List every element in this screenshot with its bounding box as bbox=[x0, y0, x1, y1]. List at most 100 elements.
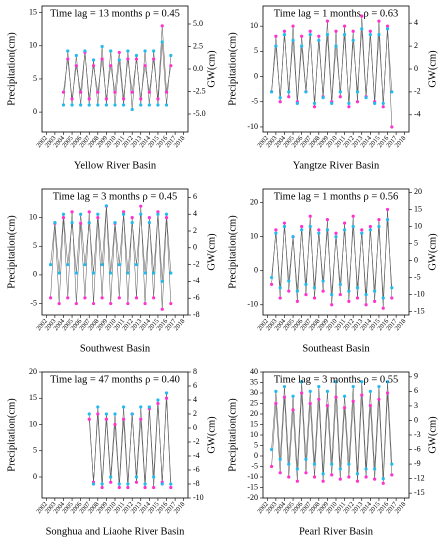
data-point bbox=[113, 221, 117, 225]
data-point bbox=[121, 417, 126, 421]
y-tick-label: 5 bbox=[33, 74, 37, 83]
data-point bbox=[355, 100, 360, 104]
data-point bbox=[74, 64, 78, 68]
data-point bbox=[385, 380, 390, 384]
data-point bbox=[269, 447, 274, 452]
data-point bbox=[308, 214, 312, 218]
data-point bbox=[169, 64, 173, 68]
data-point bbox=[96, 216, 100, 220]
data-point bbox=[355, 472, 360, 476]
data-point bbox=[390, 296, 394, 300]
y2-tick-label: -9 bbox=[414, 459, 421, 468]
y-axis-label: Precipitation(cm) bbox=[227, 32, 238, 106]
data-point bbox=[152, 296, 156, 300]
y2-tick-label: -8 bbox=[193, 310, 200, 319]
data-point bbox=[143, 49, 147, 53]
y2-axis-label: GW(cm) bbox=[206, 50, 217, 88]
y-axis-label: Precipitation(cm) bbox=[227, 215, 238, 289]
y-tick-label: 0 bbox=[254, 451, 258, 460]
y2-tick-label: 0 bbox=[414, 64, 418, 73]
data-point bbox=[126, 49, 130, 53]
data-point bbox=[91, 58, 96, 62]
data-point bbox=[385, 218, 390, 222]
data-point bbox=[300, 380, 304, 384]
data-point bbox=[48, 296, 53, 300]
data-point bbox=[126, 482, 130, 486]
data-point bbox=[291, 24, 295, 28]
data-point bbox=[109, 480, 113, 484]
data-point bbox=[126, 485, 130, 490]
panel-title: Time lag = 1 months ρ = 0.63 bbox=[274, 8, 399, 19]
data-point bbox=[287, 462, 291, 466]
data-point bbox=[96, 412, 100, 416]
y2-tick-label: -2 bbox=[193, 259, 200, 268]
y2-tick-label: -6 bbox=[193, 293, 200, 302]
data-point bbox=[156, 103, 160, 107]
data-point bbox=[390, 473, 394, 477]
data-point bbox=[295, 479, 299, 483]
panel-title: Time lag = 47 months ρ = 0.40 bbox=[50, 374, 180, 385]
data-point bbox=[143, 271, 147, 275]
data-point bbox=[164, 90, 169, 94]
data-point bbox=[139, 417, 143, 421]
data-point bbox=[377, 218, 381, 222]
y-tick-label: -15 bbox=[247, 482, 258, 491]
data-point bbox=[147, 405, 151, 409]
data-point bbox=[126, 271, 130, 275]
data-point bbox=[325, 404, 330, 408]
series-line bbox=[271, 16, 393, 127]
data-point bbox=[156, 398, 160, 402]
series-line bbox=[50, 205, 172, 282]
data-point bbox=[351, 214, 355, 218]
data-point bbox=[134, 296, 139, 300]
data-point bbox=[143, 482, 147, 486]
data-point bbox=[269, 464, 274, 469]
y2-tick-label: -4 bbox=[193, 276, 200, 285]
data-point bbox=[377, 33, 381, 37]
data-point bbox=[96, 212, 100, 216]
data-point bbox=[160, 24, 164, 28]
data-point bbox=[312, 475, 317, 479]
y2-tick-label: 3 bbox=[414, 401, 418, 410]
data-point bbox=[147, 103, 151, 107]
data-point bbox=[351, 224, 355, 229]
data-point bbox=[113, 422, 117, 427]
data-point bbox=[274, 389, 278, 393]
data-point bbox=[385, 207, 390, 212]
data-point bbox=[308, 401, 312, 406]
data-point bbox=[287, 289, 291, 293]
data-point bbox=[100, 485, 104, 490]
data-point bbox=[287, 475, 291, 479]
y-tick-label: -10 bbox=[247, 122, 258, 131]
data-point bbox=[321, 472, 325, 476]
data-point bbox=[342, 24, 347, 28]
y-tick-label: 20 bbox=[250, 197, 258, 206]
y-tick-label: 10 bbox=[29, 41, 37, 50]
y-tick-label: 20 bbox=[250, 409, 258, 418]
data-point bbox=[334, 231, 338, 235]
data-point bbox=[347, 289, 351, 293]
data-point bbox=[373, 101, 377, 105]
data-point bbox=[152, 57, 156, 61]
data-point bbox=[390, 125, 394, 129]
data-point bbox=[79, 212, 83, 216]
data-point bbox=[139, 97, 143, 101]
y2-tick-label: -2 bbox=[414, 87, 421, 96]
data-point bbox=[381, 477, 385, 481]
data-point bbox=[274, 44, 278, 48]
data-point bbox=[351, 29, 355, 33]
plot-frame bbox=[41, 5, 189, 133]
data-point bbox=[360, 14, 364, 18]
data-point bbox=[304, 282, 308, 286]
data-point bbox=[74, 53, 78, 58]
data-point bbox=[312, 296, 317, 300]
y-tick-label: 0 bbox=[33, 472, 37, 481]
data-point bbox=[373, 477, 377, 481]
y-tick-label: 30 bbox=[250, 388, 258, 397]
y2-tick-label: -3 bbox=[414, 430, 421, 439]
data-point bbox=[342, 33, 347, 37]
data-point bbox=[300, 228, 304, 232]
data-point bbox=[61, 212, 66, 216]
data-point bbox=[134, 263, 139, 267]
data-point bbox=[373, 299, 377, 303]
